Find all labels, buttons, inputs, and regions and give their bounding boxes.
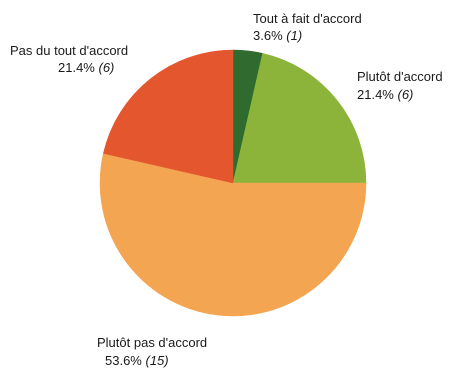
slice-percent-pas-du-tout: 21.4% [58,60,95,75]
slice-value-plutot-pas: 53.6% (15) [105,353,169,368]
pie-slice-1 [232,53,367,184]
slice-percent-plutot-accord: 21.4% [357,87,394,102]
slice-value-tout-a-fait: 3.6% (1) [253,28,302,43]
pie-slices [99,49,367,317]
slice-value-plutot-accord: 21.4% (6) [357,87,413,102]
pie-slice-3 [103,49,234,184]
slice-label-plutot-pas: Plutôt pas d'accord [97,335,207,350]
slice-label-plutot-accord: Plutôt d'accord [357,69,443,84]
pie-labels: Tout à fait d'accord 3.6% (1) Plutôt d'a… [10,11,443,368]
slice-percent-tout-a-fait: 3.6% [253,28,283,43]
slice-count-pas-du-tout: (6) [99,60,115,75]
slice-label-tout-a-fait: Tout à fait d'accord [253,11,362,26]
slice-count-plutot-pas: (15) [146,353,169,368]
pie-slice-2 [99,153,367,317]
slice-count-tout-a-fait: (1) [286,28,302,43]
slice-label-pas-du-tout: Pas du tout d'accord [10,43,128,58]
slice-value-pas-du-tout: 21.4% (6) [58,60,114,75]
slice-percent-plutot-pas: 53.6% [105,353,142,368]
slice-count-plutot-accord: (6) [398,87,414,102]
